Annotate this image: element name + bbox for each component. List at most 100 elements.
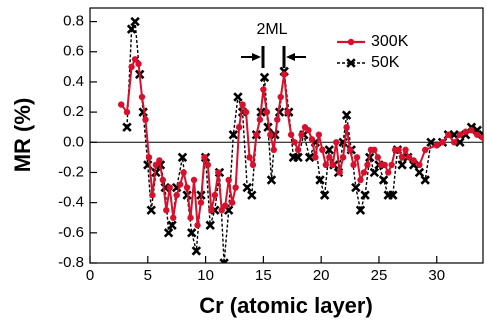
point bbox=[205, 220, 215, 230]
point bbox=[170, 214, 177, 221]
point bbox=[191, 246, 202, 256]
point bbox=[123, 108, 131, 116]
point bbox=[468, 127, 475, 134]
legend-label: 50K bbox=[371, 54, 400, 71]
point bbox=[156, 157, 163, 164]
point bbox=[298, 131, 305, 138]
point bbox=[122, 122, 132, 132]
x-tick-label: 15 bbox=[255, 267, 272, 284]
point bbox=[228, 130, 239, 140]
point bbox=[259, 72, 270, 83]
point bbox=[204, 161, 212, 169]
point bbox=[239, 101, 246, 108]
annotation-text: 2ML bbox=[256, 21, 287, 38]
point bbox=[211, 191, 219, 199]
x-tick-label: 20 bbox=[313, 267, 330, 284]
point bbox=[329, 161, 336, 169]
point bbox=[455, 137, 465, 148]
legend-marker bbox=[347, 38, 355, 46]
point bbox=[374, 154, 382, 161]
point bbox=[287, 131, 295, 138]
point bbox=[263, 108, 271, 116]
point bbox=[253, 131, 260, 138]
y-tick-label: -0.8 bbox=[58, 254, 84, 271]
point bbox=[280, 71, 288, 78]
point bbox=[190, 176, 198, 184]
point bbox=[397, 160, 407, 170]
x-tick-label: 30 bbox=[428, 267, 445, 284]
point bbox=[410, 157, 417, 164]
point bbox=[364, 161, 371, 169]
point bbox=[267, 131, 274, 138]
point bbox=[166, 184, 173, 191]
plot-area bbox=[118, 16, 483, 263]
point bbox=[291, 139, 298, 146]
point bbox=[315, 175, 325, 185]
point bbox=[266, 175, 277, 185]
point bbox=[284, 108, 291, 116]
y-tick-label: 0.2 bbox=[63, 103, 84, 120]
point bbox=[177, 152, 188, 163]
point bbox=[235, 124, 243, 131]
point bbox=[187, 214, 194, 221]
point bbox=[305, 127, 312, 134]
point bbox=[201, 154, 208, 161]
annotation-arrowhead bbox=[252, 53, 261, 61]
x-tick-label: 5 bbox=[144, 267, 152, 284]
point bbox=[145, 154, 153, 161]
point bbox=[159, 176, 167, 184]
point bbox=[126, 24, 137, 34]
point bbox=[146, 205, 156, 215]
point bbox=[422, 146, 429, 154]
point bbox=[233, 92, 243, 102]
point bbox=[395, 146, 402, 154]
point bbox=[450, 139, 458, 146]
point bbox=[242, 182, 252, 193]
point bbox=[319, 146, 326, 154]
point bbox=[388, 190, 398, 200]
point bbox=[186, 228, 197, 238]
point bbox=[462, 128, 469, 135]
point bbox=[351, 182, 361, 193]
point bbox=[371, 146, 378, 154]
plot-frame bbox=[89, 7, 484, 264]
point bbox=[414, 167, 425, 178]
point bbox=[138, 93, 146, 101]
point bbox=[333, 139, 340, 146]
point bbox=[215, 169, 222, 176]
point bbox=[183, 184, 191, 191]
point bbox=[228, 199, 236, 206]
point bbox=[163, 206, 170, 214]
point bbox=[142, 116, 149, 123]
point bbox=[398, 154, 406, 161]
point bbox=[173, 191, 180, 199]
point bbox=[131, 56, 139, 63]
point bbox=[128, 63, 135, 71]
y-axis-title: MR (%) bbox=[10, 98, 35, 173]
point bbox=[474, 131, 481, 138]
point bbox=[378, 175, 389, 185]
point bbox=[324, 145, 334, 155]
point bbox=[360, 190, 370, 200]
x-tick-label: 0 bbox=[86, 267, 94, 284]
point bbox=[149, 191, 156, 199]
point bbox=[445, 131, 452, 138]
legend-label: 300K bbox=[371, 33, 409, 50]
y-tick-label: -0.2 bbox=[58, 163, 84, 180]
point bbox=[385, 169, 392, 176]
point bbox=[219, 258, 229, 263]
point bbox=[260, 86, 267, 93]
point bbox=[277, 93, 284, 101]
annotation-arrowhead bbox=[286, 53, 295, 61]
point bbox=[339, 154, 347, 161]
point bbox=[322, 161, 329, 169]
point bbox=[294, 146, 302, 154]
point bbox=[479, 134, 483, 141]
point bbox=[274, 116, 281, 123]
point bbox=[247, 190, 257, 200]
point bbox=[118, 101, 125, 108]
point bbox=[135, 60, 142, 68]
point bbox=[256, 116, 264, 123]
